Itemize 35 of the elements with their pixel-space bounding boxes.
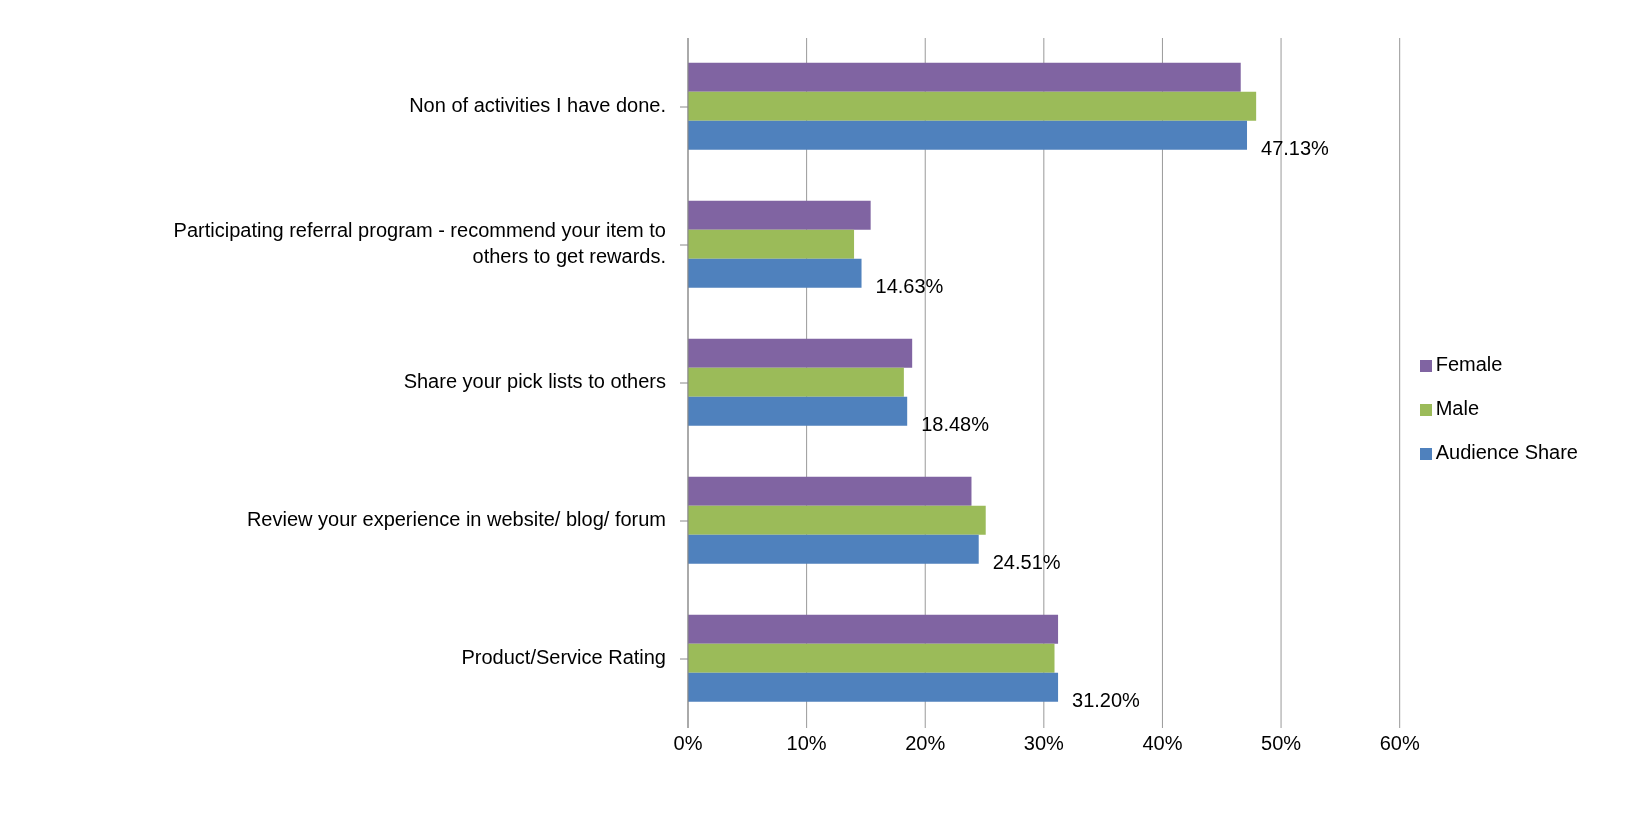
bar — [688, 643, 1055, 673]
bar — [688, 476, 972, 506]
bar — [688, 505, 986, 535]
bar — [688, 614, 1059, 644]
data-label: 47.13% — [1261, 136, 1330, 159]
y-tick-label: Review your experience in website/ blog/ forum — [246, 508, 666, 531]
x-tick-label: 30% — [1023, 732, 1065, 755]
bar — [688, 91, 1257, 121]
data-label: 24.51% — [992, 550, 1061, 573]
bar — [688, 62, 1241, 92]
x-tick-label: 0% — [673, 732, 703, 755]
bar — [688, 120, 1248, 150]
x-tick-label: 40% — [1142, 732, 1183, 755]
bar — [688, 338, 913, 368]
y-tick-label: Share your pick lists to others — [403, 370, 666, 393]
bar — [688, 200, 871, 230]
bar — [688, 258, 862, 288]
data-label: 31.20% — [1072, 688, 1141, 711]
x-tick-label: 10% — [786, 732, 827, 755]
x-tick-label: 20% — [905, 732, 946, 755]
x-tick-label: 50% — [1261, 732, 1302, 755]
bar — [688, 229, 855, 259]
y-tick-label: Non of activities I have done. — [409, 94, 666, 117]
bar — [688, 367, 904, 397]
legend-label: Male — [1435, 397, 1480, 419]
bar — [688, 672, 1059, 702]
data-label: 18.48% — [921, 412, 990, 435]
y-tick-label: Participating referral program - recommend your item to others to get rewards. — [173, 219, 666, 268]
y-tick-label: Product/Service Rating — [461, 646, 666, 669]
legend-label: Female — [1435, 353, 1503, 375]
x-tick-label: 60% — [1379, 732, 1420, 755]
bar — [688, 534, 979, 564]
legend-label: Audience Share — [1435, 441, 1578, 463]
data-label: 14.63% — [875, 274, 944, 297]
bar — [688, 396, 908, 426]
